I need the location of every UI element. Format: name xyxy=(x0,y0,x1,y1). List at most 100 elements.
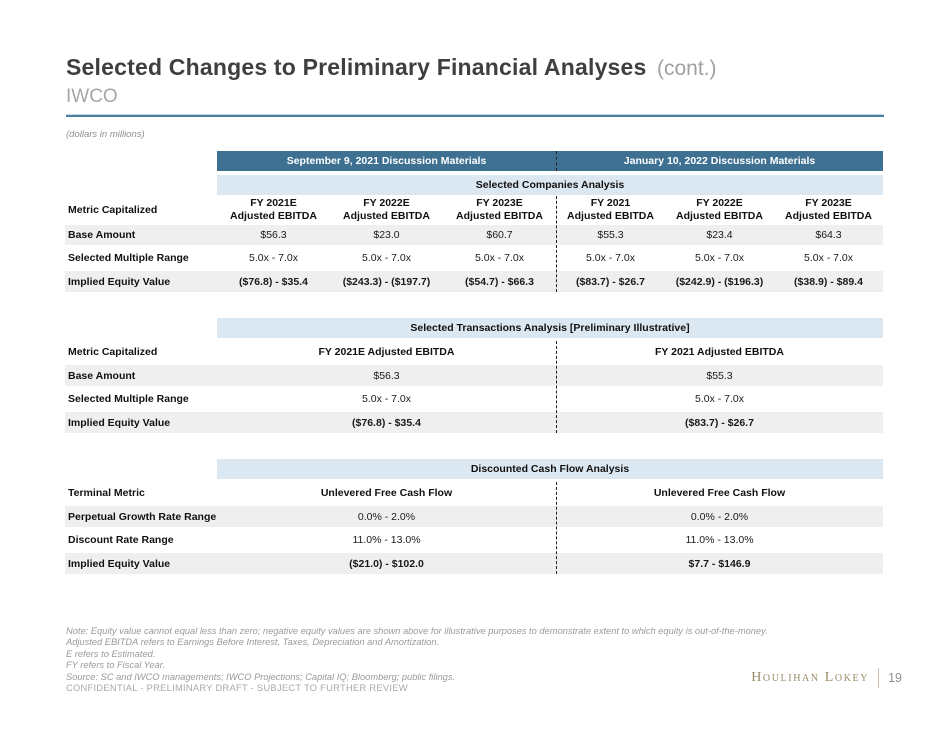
column-divider-dashed xyxy=(556,151,557,171)
table-row-base-amount: Base Amount $56.3 $55.3 xyxy=(65,365,883,386)
section-title-companies: Selected Companies Analysis xyxy=(217,175,883,195)
row-label: Base Amount xyxy=(68,229,136,241)
value-cell: ($21.0) - $102.0 xyxy=(349,557,424,570)
column-header: FY 2022E Adjusted EBITDA xyxy=(665,197,774,223)
value-cell: $56.3 xyxy=(260,229,287,241)
value-cell: ($242.9) - ($196.3) xyxy=(675,275,764,288)
col-header-line2: Adjusted EBITDA xyxy=(456,209,543,222)
period-header-sept: September 9, 2021 Discussion Materials xyxy=(217,151,556,171)
col-header-line2: Adjusted EBITDA xyxy=(230,209,317,222)
dcf-table: Discounted Cash Flow Analysis Terminal M… xyxy=(65,459,883,574)
footnote-line: FY refers to Fiscal Year. xyxy=(66,660,166,671)
row-label-header: Terminal Metric xyxy=(68,486,145,499)
value-cell: 0.0% - 2.0% xyxy=(690,510,749,523)
table-row-multiple-range: Selected Multiple Range 5.0x - 7.0x 5.0x… xyxy=(65,248,883,268)
section-title-transactions: Selected Transactions Analysis [Prelimin… xyxy=(217,318,883,338)
col-header-line2: Adjusted EBITDA xyxy=(343,209,430,222)
value-cell: 11.0% - 13.0% xyxy=(352,533,421,546)
page-title: Selected Changes to Preliminary Financia… xyxy=(66,54,647,80)
table-row-implied-equity: Implied Equity Value ($76.8) - $35.4 ($8… xyxy=(65,412,883,433)
brand-block: Houlihan Lokey 19 xyxy=(751,668,902,688)
value-cell: $55.3 xyxy=(597,229,624,241)
value-cell: $64.3 xyxy=(815,229,842,241)
section-title-dcf: Discounted Cash Flow Analysis xyxy=(217,459,883,479)
col-header-line2: Adjusted EBITDA xyxy=(567,209,654,222)
footnote-line: E refers to Estimated. xyxy=(66,648,156,659)
value-cell: 5.0x - 7.0x xyxy=(803,252,854,264)
row-label: Selected Multiple Range xyxy=(68,392,189,405)
column-header: Unlevered Free Cash Flow xyxy=(653,486,786,499)
value-cell: $60.7 xyxy=(486,229,513,241)
row-label: Implied Equity Value xyxy=(68,416,171,429)
row-label: Implied Equity Value xyxy=(68,557,171,570)
value-cell: 5.0x - 7.0x xyxy=(474,252,525,264)
column-header: FY 2022E Adjusted EBITDA xyxy=(330,197,443,223)
footnotes-block: Note: Equity value cannot equal less tha… xyxy=(66,626,768,683)
value-cell: $23.4 xyxy=(706,229,733,241)
table-header-row: Metric Capitalized FY 2021E Adjusted EBI… xyxy=(65,341,883,362)
houlihan-lokey-logo: Houlihan Lokey xyxy=(751,670,870,685)
confidential-stamp: CONFIDENTIAL - PRELIMINARY DRAFT - SUBJE… xyxy=(66,683,408,693)
column-header: FY 2023E Adjusted EBITDA xyxy=(774,197,883,223)
table-header-row: Terminal Metric Unlevered Free Cash Flow… xyxy=(65,482,883,503)
column-header: FY 2021E Adjusted EBITDA xyxy=(318,345,455,358)
col-header-line2: Adjusted EBITDA xyxy=(676,209,763,222)
column-header: FY 2021 Adjusted EBITDA xyxy=(556,197,665,223)
col-header-line1: FY 2022E xyxy=(696,196,743,209)
header-divider-rule xyxy=(66,115,884,117)
units-note: (dollars in millions) xyxy=(66,129,145,140)
row-label-header: Metric Capitalized xyxy=(68,345,158,358)
row-label: Perpetual Growth Rate Range xyxy=(68,510,217,523)
column-divider-dashed xyxy=(556,341,557,433)
value-cell: ($83.7) - $26.7 xyxy=(685,416,754,429)
footnote-line: Note: Equity value cannot equal less tha… xyxy=(66,626,768,636)
value-cell: $55.3 xyxy=(706,369,733,382)
value-cell: 11.0% - 13.0% xyxy=(685,533,754,546)
footnote-line: Source: SC and IWCO managements; IWCO Pr… xyxy=(66,671,456,682)
page-title-suffix: (cont.) xyxy=(656,57,717,80)
table-row-implied-equity: Implied Equity Value ($76.8) - $35.4 ($2… xyxy=(65,271,883,292)
table-row-discount-rate: Discount Rate Range 11.0% - 13.0% 11.0% … xyxy=(65,529,883,550)
column-divider-dashed xyxy=(556,196,557,292)
value-cell: ($76.8) - $35.4 xyxy=(352,416,421,429)
table-row-multiple-range: Selected Multiple Range 5.0x - 7.0x 5.0x… xyxy=(65,388,883,409)
col-header-line1: FY 2021 xyxy=(590,196,631,209)
row-label: Selected Multiple Range xyxy=(68,252,189,264)
column-header: Unlevered Free Cash Flow xyxy=(320,486,453,499)
footnote-line: Adjusted EBITDA refers to Earnings Befor… xyxy=(66,637,440,648)
period-header-band: September 9, 2021 Discussion Materials J… xyxy=(217,151,883,171)
value-cell: ($76.8) - $35.4 xyxy=(239,275,308,288)
col-header-line1: FY 2021E xyxy=(250,196,297,209)
value-cell: $7.7 - $146.9 xyxy=(688,557,751,570)
value-cell: ($83.7) - $26.7 xyxy=(576,275,645,288)
value-cell: 5.0x - 7.0x xyxy=(361,252,412,264)
value-cell: ($38.9) - $89.4 xyxy=(794,275,863,288)
row-label-header: Metric Capitalized xyxy=(68,203,158,216)
column-header: FY 2021E Adjusted EBITDA xyxy=(217,197,330,223)
row-label: Implied Equity Value xyxy=(68,275,171,288)
col-header-line1: FY 2022E xyxy=(363,196,410,209)
value-cell: 5.0x - 7.0x xyxy=(248,252,299,264)
column-header: FY 2021 Adjusted EBITDA xyxy=(655,345,784,358)
value-cell: 5.0x - 7.0x xyxy=(361,392,412,405)
value-cell: 5.0x - 7.0x xyxy=(694,252,745,264)
value-cell: ($243.3) - ($197.7) xyxy=(342,275,431,288)
page-subtitle: IWCO xyxy=(66,86,118,107)
column-divider-dashed xyxy=(556,482,557,574)
row-label: Discount Rate Range xyxy=(68,533,174,546)
table-row-growth-rate: Perpetual Growth Rate Range 0.0% - 2.0% … xyxy=(65,506,883,527)
value-cell: 5.0x - 7.0x xyxy=(694,392,745,405)
value-cell: 0.0% - 2.0% xyxy=(357,510,416,523)
table-row-base-amount: Base Amount $56.3 $23.0 $60.7 $55.3 $23.… xyxy=(65,225,883,245)
selected-companies-table: September 9, 2021 Discussion Materials J… xyxy=(65,151,883,292)
row-label: Base Amount xyxy=(68,369,136,382)
col-header-line2: Adjusted EBITDA xyxy=(785,209,872,222)
value-cell: $56.3 xyxy=(373,369,400,382)
page-number: 19 xyxy=(888,671,902,685)
col-header-line1: FY 2023E xyxy=(805,196,852,209)
value-cell: $23.0 xyxy=(373,229,400,241)
period-header-jan: January 10, 2022 Discussion Materials xyxy=(556,151,883,171)
value-cell: 5.0x - 7.0x xyxy=(585,252,636,264)
brand-divider xyxy=(878,668,880,688)
